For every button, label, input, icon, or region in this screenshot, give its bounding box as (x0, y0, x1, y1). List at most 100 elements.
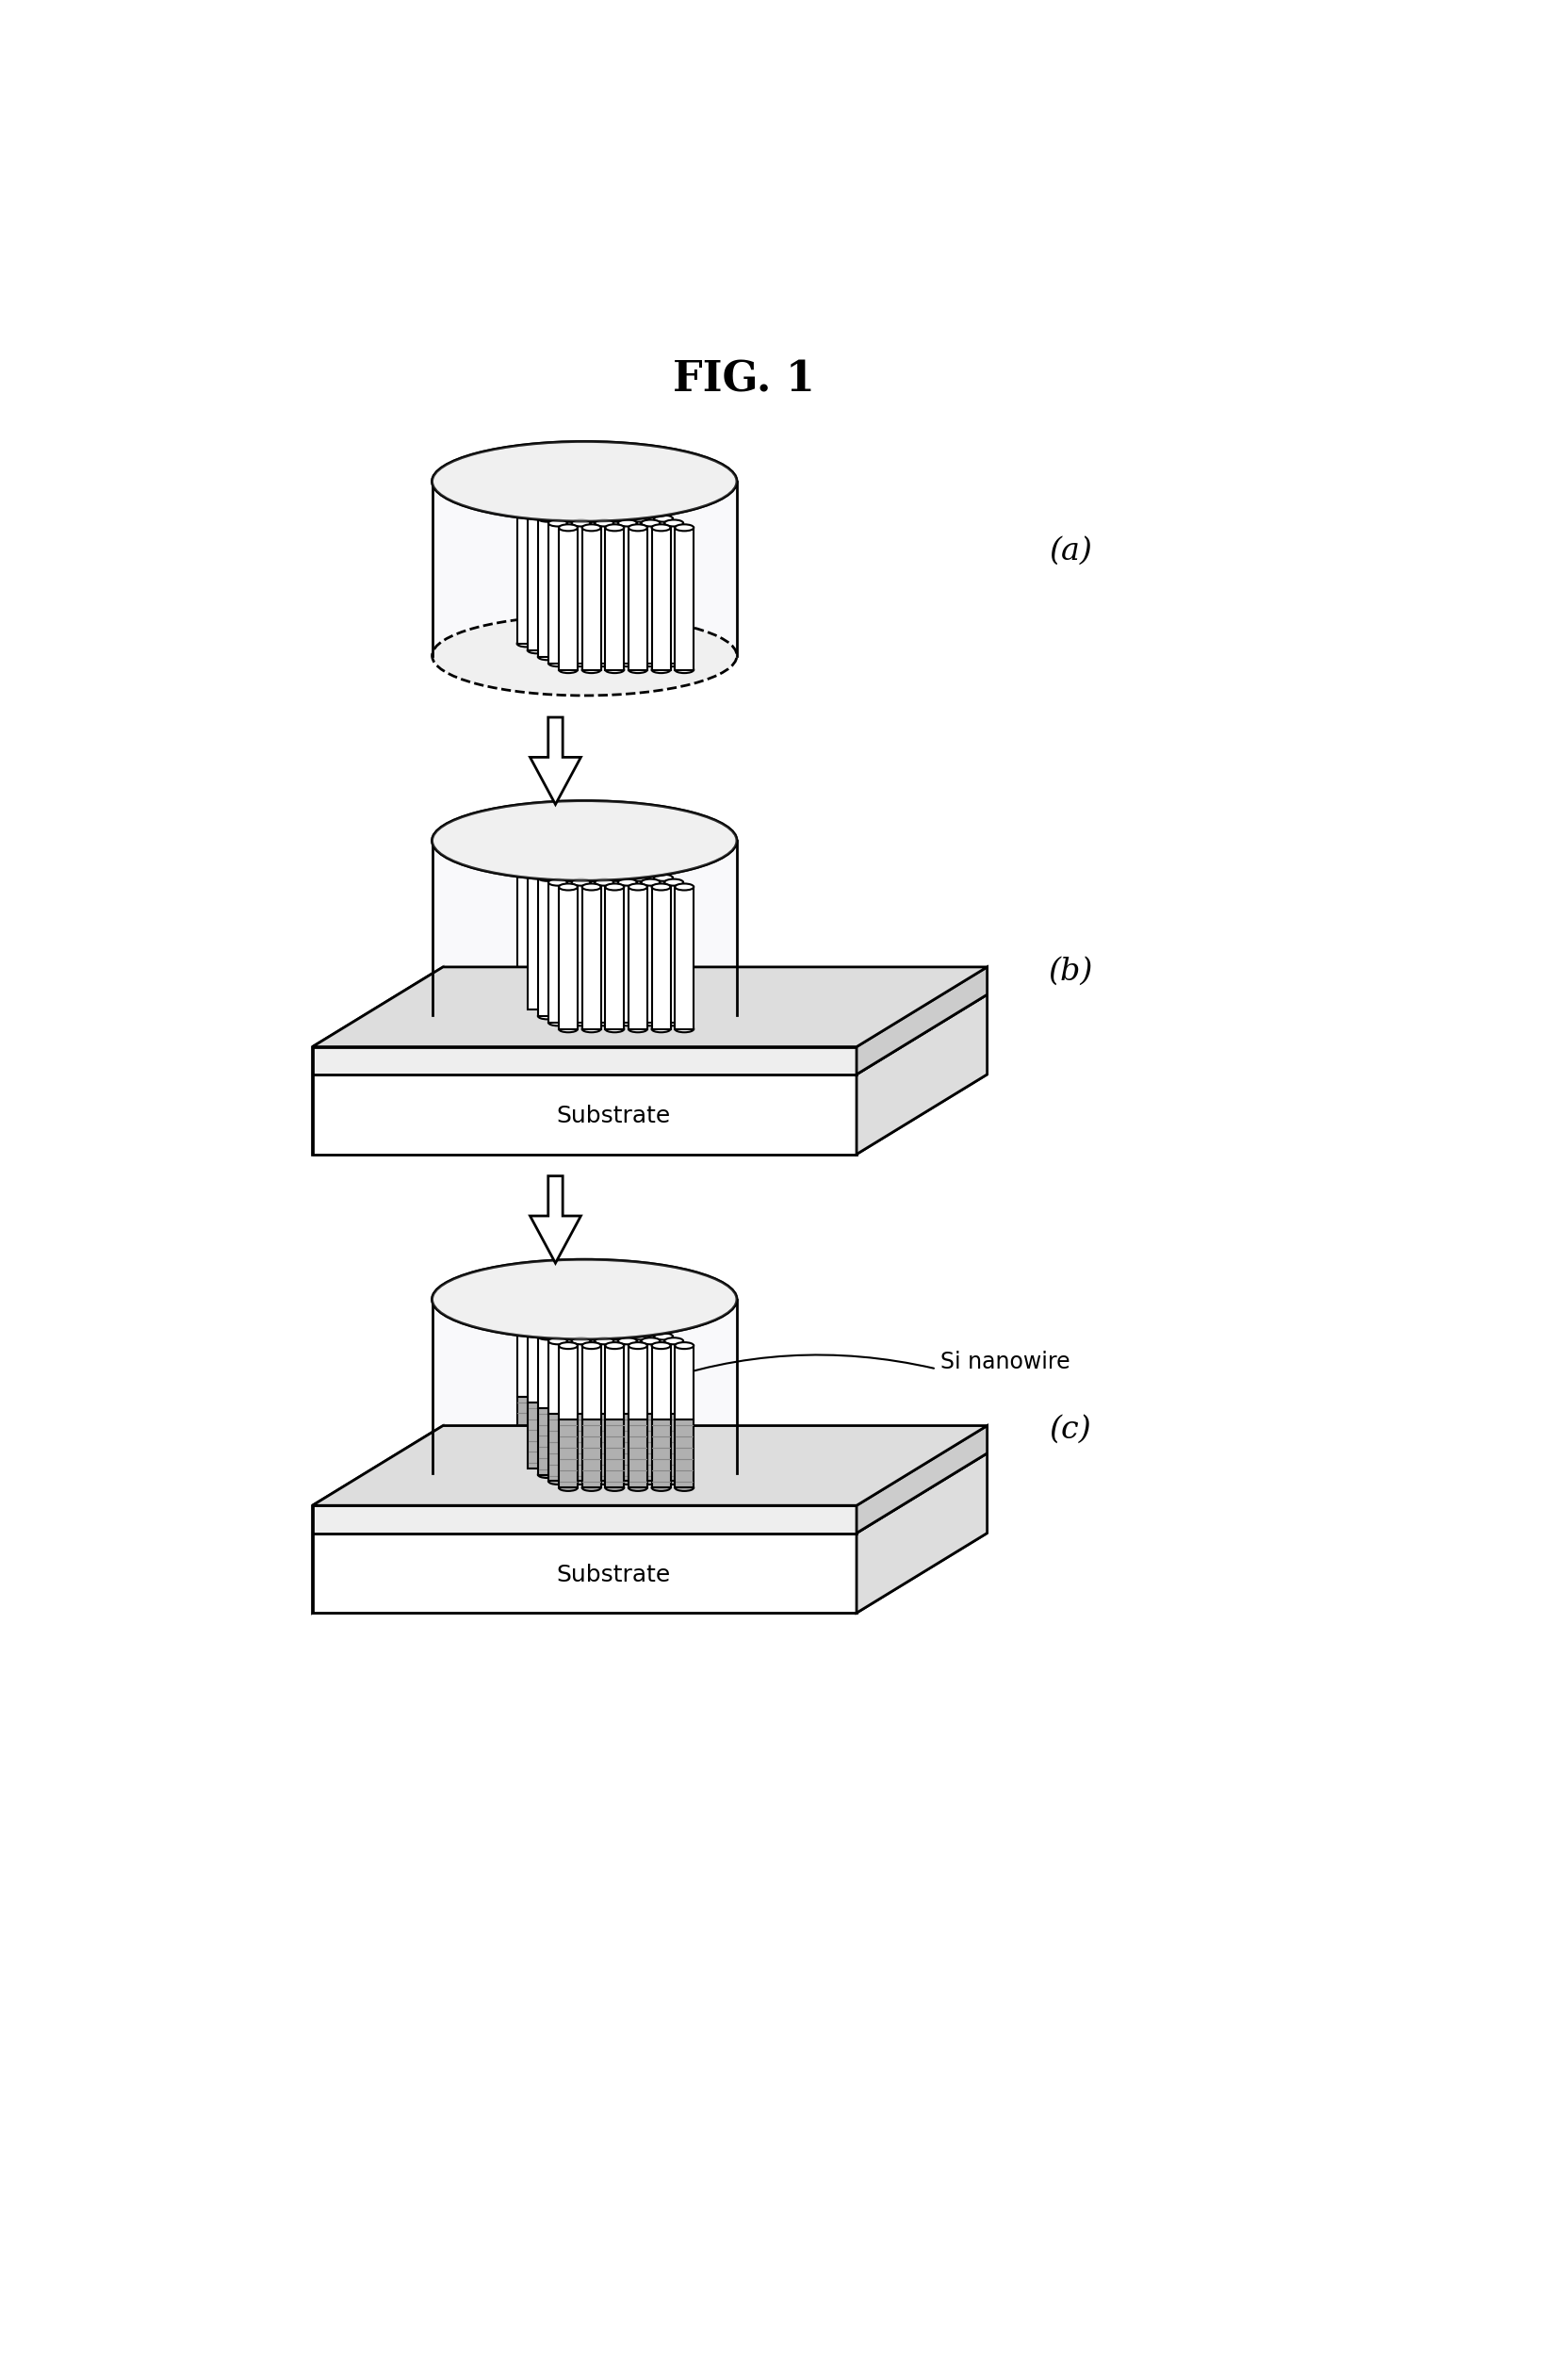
Polygon shape (621, 514, 640, 649)
Polygon shape (312, 1454, 988, 1532)
Ellipse shape (538, 654, 557, 659)
Polygon shape (312, 966, 988, 1047)
Ellipse shape (594, 880, 613, 885)
Ellipse shape (607, 1013, 626, 1018)
Ellipse shape (561, 875, 580, 880)
Polygon shape (674, 1420, 693, 1487)
Ellipse shape (572, 659, 591, 666)
Ellipse shape (633, 866, 652, 873)
Polygon shape (312, 1075, 988, 1154)
Ellipse shape (433, 616, 737, 695)
Ellipse shape (618, 659, 637, 666)
Ellipse shape (621, 1327, 640, 1335)
Polygon shape (633, 868, 652, 1004)
Polygon shape (561, 519, 580, 657)
Ellipse shape (538, 1470, 557, 1477)
Polygon shape (654, 519, 673, 657)
Polygon shape (597, 514, 616, 649)
Ellipse shape (652, 1025, 671, 1032)
Ellipse shape (541, 999, 560, 1006)
Polygon shape (572, 1342, 591, 1413)
Ellipse shape (618, 880, 637, 885)
Ellipse shape (574, 647, 593, 654)
Ellipse shape (652, 523, 671, 531)
Ellipse shape (561, 1013, 580, 1018)
Ellipse shape (572, 1018, 591, 1025)
Ellipse shape (541, 507, 560, 514)
Ellipse shape (433, 442, 737, 521)
Ellipse shape (594, 1477, 613, 1484)
Ellipse shape (641, 1477, 660, 1484)
Ellipse shape (550, 871, 569, 875)
Ellipse shape (586, 640, 605, 647)
Ellipse shape (665, 1337, 684, 1344)
Polygon shape (610, 868, 629, 1004)
Text: FIG. 1: FIG. 1 (673, 359, 815, 400)
Ellipse shape (630, 1332, 649, 1339)
Ellipse shape (629, 523, 648, 531)
Polygon shape (618, 523, 637, 664)
Polygon shape (563, 1327, 582, 1396)
Polygon shape (585, 878, 604, 1016)
Ellipse shape (643, 511, 662, 516)
Ellipse shape (558, 666, 577, 673)
Polygon shape (856, 994, 988, 1154)
Ellipse shape (641, 519, 660, 526)
Text: Metal catalyst: Metal catalyst (323, 1508, 489, 1532)
Polygon shape (530, 1175, 580, 1263)
Polygon shape (312, 1532, 988, 1613)
Polygon shape (674, 1347, 693, 1420)
Ellipse shape (633, 507, 652, 514)
Ellipse shape (561, 1470, 580, 1477)
Ellipse shape (643, 1006, 662, 1013)
Ellipse shape (654, 1013, 673, 1018)
Ellipse shape (610, 999, 629, 1006)
Polygon shape (607, 878, 626, 1016)
Polygon shape (550, 514, 569, 649)
Ellipse shape (517, 1325, 536, 1330)
Polygon shape (594, 523, 613, 664)
Polygon shape (856, 1425, 988, 1532)
Ellipse shape (538, 1332, 557, 1339)
Ellipse shape (665, 1477, 684, 1484)
Ellipse shape (558, 523, 577, 531)
Ellipse shape (582, 523, 601, 531)
Ellipse shape (630, 875, 649, 880)
Polygon shape (856, 1454, 988, 1613)
Ellipse shape (527, 871, 546, 875)
Ellipse shape (558, 1484, 577, 1492)
Ellipse shape (643, 871, 662, 875)
Polygon shape (629, 1347, 648, 1420)
Polygon shape (610, 1327, 629, 1396)
Polygon shape (652, 887, 671, 1030)
Ellipse shape (549, 1477, 568, 1484)
Polygon shape (538, 1337, 557, 1408)
Polygon shape (605, 1420, 624, 1487)
Ellipse shape (433, 1258, 737, 1339)
Polygon shape (630, 878, 649, 1016)
Ellipse shape (641, 880, 660, 885)
Ellipse shape (665, 659, 684, 666)
Polygon shape (629, 528, 648, 671)
Polygon shape (618, 1342, 637, 1413)
Ellipse shape (517, 1458, 536, 1465)
Polygon shape (312, 1532, 856, 1613)
Ellipse shape (549, 1337, 568, 1344)
Ellipse shape (538, 1013, 557, 1018)
Ellipse shape (586, 999, 605, 1006)
Polygon shape (856, 966, 988, 1075)
Ellipse shape (630, 516, 649, 521)
Polygon shape (654, 878, 673, 1016)
Polygon shape (594, 883, 613, 1023)
Ellipse shape (630, 1013, 649, 1018)
Polygon shape (558, 887, 577, 1030)
Polygon shape (582, 1347, 601, 1420)
Polygon shape (641, 1342, 660, 1413)
Polygon shape (517, 868, 536, 1004)
Polygon shape (550, 1404, 569, 1468)
Polygon shape (558, 1347, 577, 1420)
Polygon shape (665, 1413, 684, 1482)
Polygon shape (594, 1342, 613, 1413)
Ellipse shape (633, 640, 652, 647)
Polygon shape (665, 1342, 684, 1413)
